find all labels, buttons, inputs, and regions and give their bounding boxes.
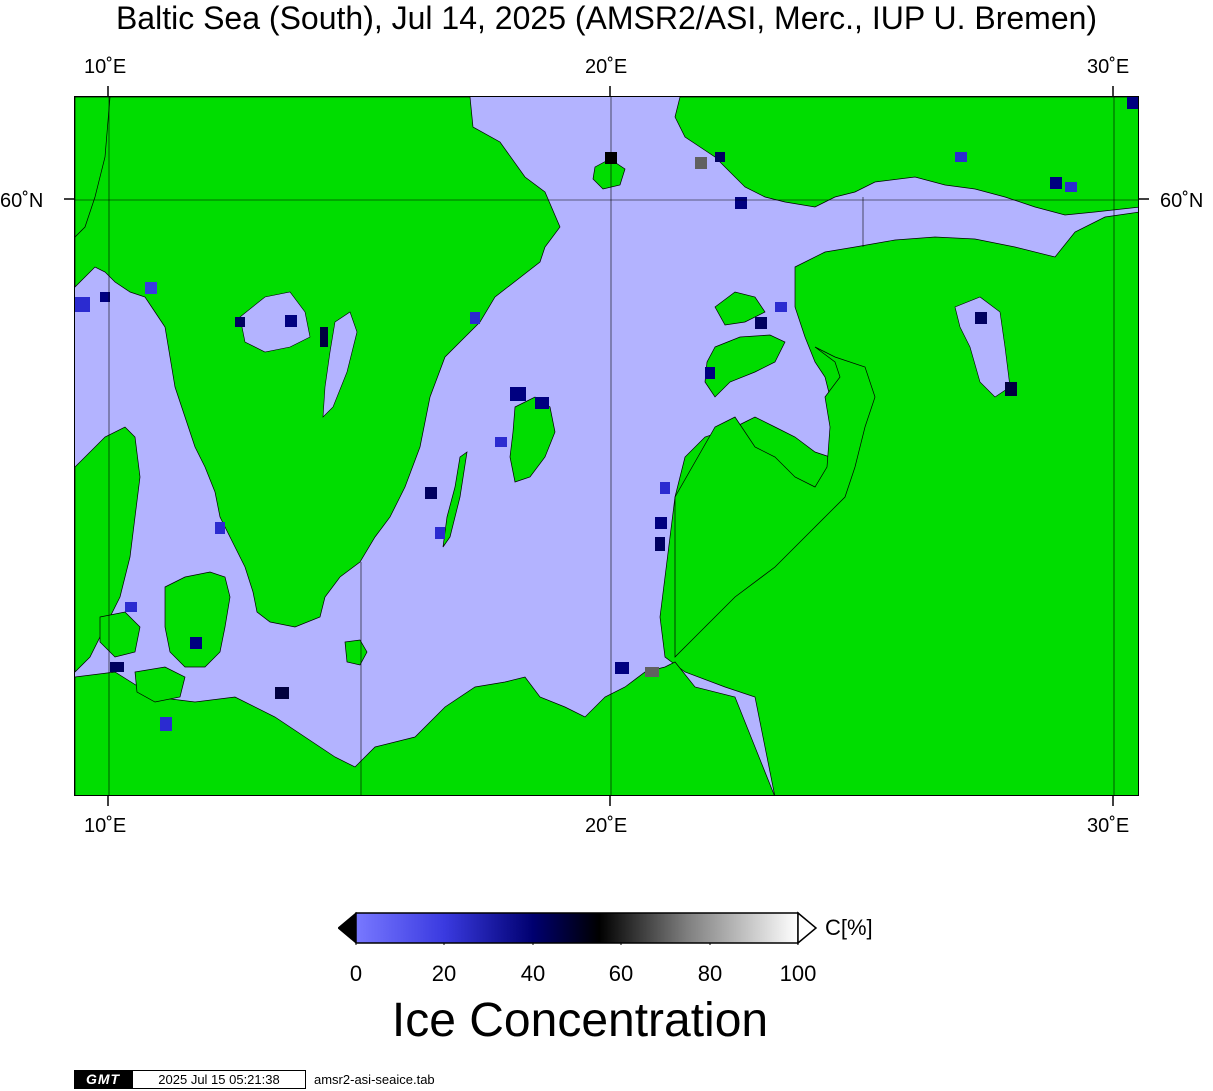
land-masses <box>75 97 1138 795</box>
lon-tick-bottom-20e: 20˚E <box>585 815 628 837</box>
source-filename: amsr2-asi-seaice.tab <box>314 1072 435 1087</box>
land-jutland <box>75 426 141 673</box>
colorbar-low-arrow <box>338 911 357 945</box>
land-bornholm <box>344 639 368 666</box>
colorbar-title: Ice Concentration <box>391 994 769 1047</box>
colorbar-unit-label: C[%] <box>825 915 873 940</box>
colorbar <box>338 911 818 945</box>
lake-vattern <box>322 311 358 418</box>
colorbar-tick-100: 100 <box>779 961 817 986</box>
colorbar-tick-0: 0 <box>349 961 363 986</box>
lat-tick-right-60n: 60˚N <box>1160 190 1204 212</box>
land-latvia <box>674 346 876 658</box>
lon-tick-top-20e: 20˚E <box>585 56 628 78</box>
lon-tick-top-30e: 30˚E <box>1087 56 1130 78</box>
lon-tick-bottom-10e: 10˚E <box>84 815 127 837</box>
land-sweden <box>75 97 561 628</box>
colorbar-tick-40: 40 <box>520 961 546 986</box>
colorbar-gradient <box>355 912 799 944</box>
graticule <box>75 97 1138 795</box>
land-lolland <box>134 666 186 703</box>
land-hiiumaa <box>714 291 766 326</box>
lake-vanern <box>239 291 311 353</box>
land-finland <box>674 97 1138 216</box>
colorbar-tick-80: 80 <box>697 961 723 986</box>
lon-tick-bottom-30e: 30˚E <box>1087 815 1130 837</box>
lakes <box>239 291 1011 418</box>
land-oland <box>442 451 468 548</box>
land-zealand <box>164 571 231 668</box>
lake-peipus <box>954 296 1011 398</box>
timestamp: 2025 Jul 15 05:21:38 <box>132 1070 306 1089</box>
colorbar-tick-20: 20 <box>431 961 457 986</box>
map-title: Baltic Sea (South), Jul 14, 2025 (AMSR2/… <box>115 0 1098 36</box>
land-norway <box>75 97 111 238</box>
colorbar-high-arrow <box>797 911 818 945</box>
frame-tick-marks <box>64 86 1149 806</box>
map-panel <box>74 96 1139 796</box>
lon-tick-top-10e: 10˚E <box>84 56 127 78</box>
colorbar-tick-60: 60 <box>608 961 634 986</box>
map-canvas <box>75 97 1138 795</box>
lat-tick-left-60n: 60˚N <box>0 190 44 212</box>
land-poland <box>75 661 775 795</box>
gmt-logo: GMT <box>74 1070 132 1089</box>
